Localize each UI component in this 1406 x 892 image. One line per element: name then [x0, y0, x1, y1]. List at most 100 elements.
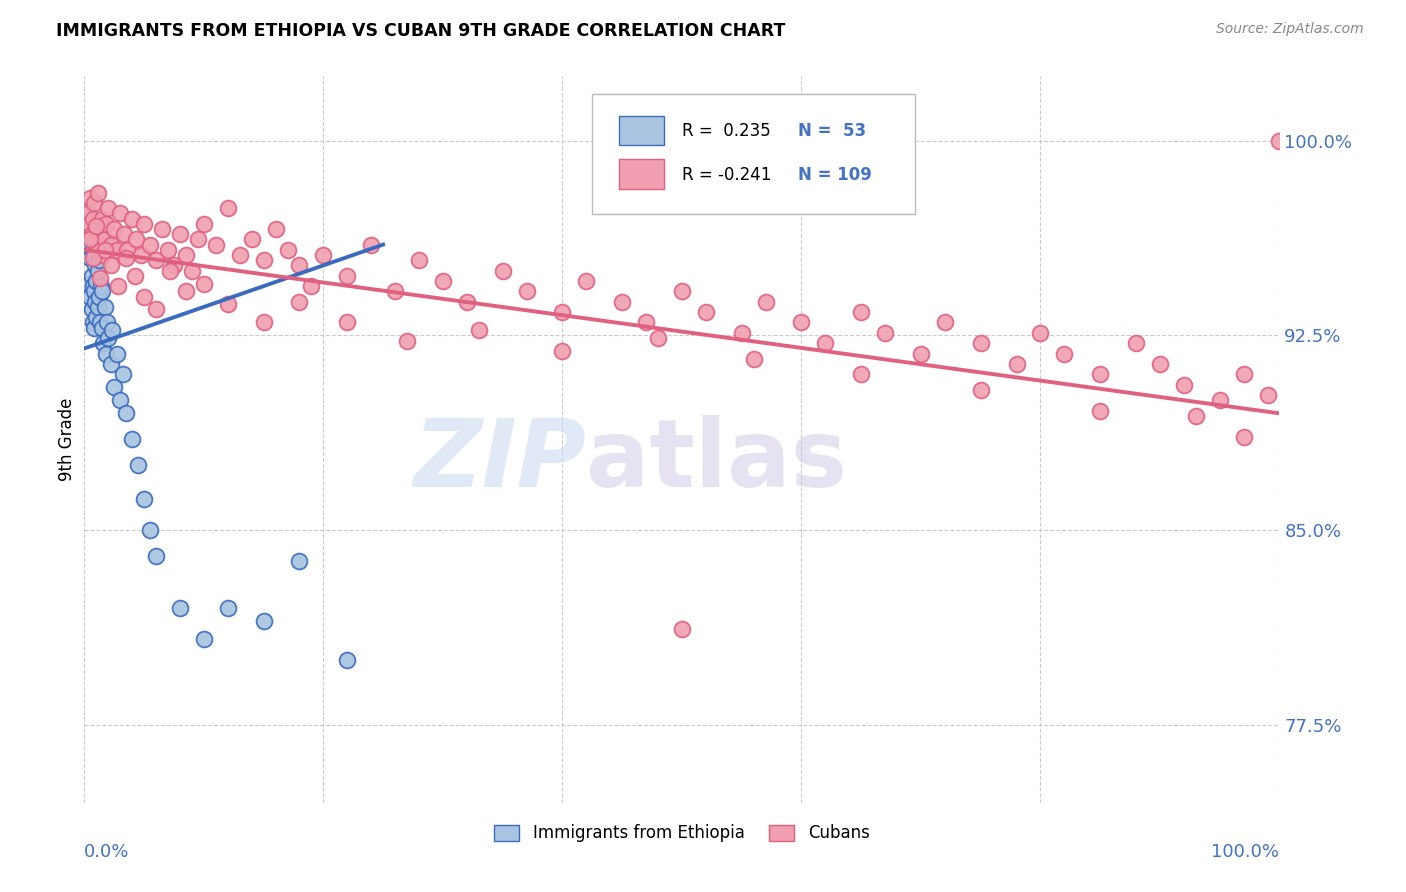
Point: [336, 316, 359, 330]
Point: [145, 549, 167, 563]
Point: [105, 243, 128, 257]
Point: [80, 302, 103, 317]
Point: [1233, 368, 1256, 382]
Point: [468, 323, 491, 337]
Point: [86, 222, 108, 236]
Point: [84, 294, 107, 309]
Point: [671, 622, 693, 636]
Point: [83, 320, 105, 334]
Point: [336, 268, 359, 283]
Point: [91, 211, 114, 226]
Point: [217, 201, 239, 215]
Point: [83, 248, 105, 262]
Point: [96, 316, 118, 330]
Point: [84, 232, 107, 246]
Point: [1257, 388, 1279, 402]
Point: [970, 383, 993, 397]
Point: [157, 243, 180, 257]
Point: [83, 285, 105, 299]
Point: [1173, 377, 1195, 392]
Point: [79, 217, 101, 231]
Point: [77, 206, 100, 220]
Point: [432, 274, 454, 288]
Point: [89, 227, 111, 242]
Point: [253, 253, 276, 268]
Point: [76, 229, 98, 244]
Point: [125, 232, 148, 246]
Point: [101, 323, 124, 337]
Point: [82, 211, 104, 226]
Point: [492, 263, 515, 277]
Point: [112, 227, 135, 242]
Point: [77, 237, 100, 252]
Point: [111, 368, 134, 382]
Point: [132, 289, 156, 303]
Point: [94, 217, 117, 231]
Point: [671, 285, 693, 299]
Point: [93, 300, 115, 314]
Point: [110, 393, 132, 408]
Point: [910, 346, 932, 360]
Bar: [619, 160, 664, 188]
Point: [1209, 393, 1232, 408]
Point: [851, 368, 873, 382]
Point: [80, 232, 103, 246]
Point: [86, 263, 108, 277]
Point: [193, 632, 215, 647]
Point: [124, 268, 146, 283]
Point: [851, 305, 873, 319]
Point: [312, 248, 335, 262]
Point: [139, 237, 162, 252]
Point: [132, 217, 156, 231]
Point: [145, 253, 167, 268]
Point: [551, 344, 574, 359]
Point: [103, 380, 125, 394]
Point: [100, 357, 122, 371]
Point: [790, 316, 813, 330]
Point: [107, 279, 129, 293]
Point: [83, 196, 105, 211]
Y-axis label: 9th Grade: 9th Grade: [58, 398, 76, 481]
Point: [1268, 134, 1291, 148]
Point: [86, 237, 108, 252]
Point: [169, 227, 191, 242]
Text: N =  53: N = 53: [797, 122, 866, 140]
Point: [396, 334, 419, 348]
Point: [94, 346, 117, 360]
Point: [742, 351, 765, 366]
Point: [150, 222, 173, 236]
Point: [93, 243, 115, 257]
Point: [103, 222, 125, 236]
Point: [139, 523, 162, 537]
Point: [91, 320, 114, 334]
Point: [117, 243, 139, 257]
Point: [97, 331, 120, 345]
Point: [115, 251, 138, 265]
Point: [79, 232, 101, 246]
Point: [253, 614, 276, 628]
Point: [1125, 336, 1147, 351]
Point: [217, 601, 239, 615]
Point: [174, 248, 197, 262]
Point: [755, 294, 778, 309]
Point: [875, 326, 897, 340]
Point: [100, 237, 122, 252]
Point: [105, 346, 128, 360]
Point: [91, 285, 114, 299]
Point: [970, 336, 993, 351]
Point: [301, 279, 323, 293]
Point: [731, 326, 754, 340]
Point: [814, 336, 837, 351]
Point: [90, 279, 112, 293]
Point: [84, 258, 107, 272]
Point: [77, 217, 100, 231]
Point: [1185, 409, 1208, 423]
Point: [87, 289, 110, 303]
Point: [145, 302, 167, 317]
Point: [636, 316, 658, 330]
Point: [79, 251, 101, 265]
Point: [127, 458, 149, 473]
Point: [100, 258, 122, 272]
Text: ZIP: ZIP: [413, 415, 586, 508]
Point: [121, 432, 143, 446]
